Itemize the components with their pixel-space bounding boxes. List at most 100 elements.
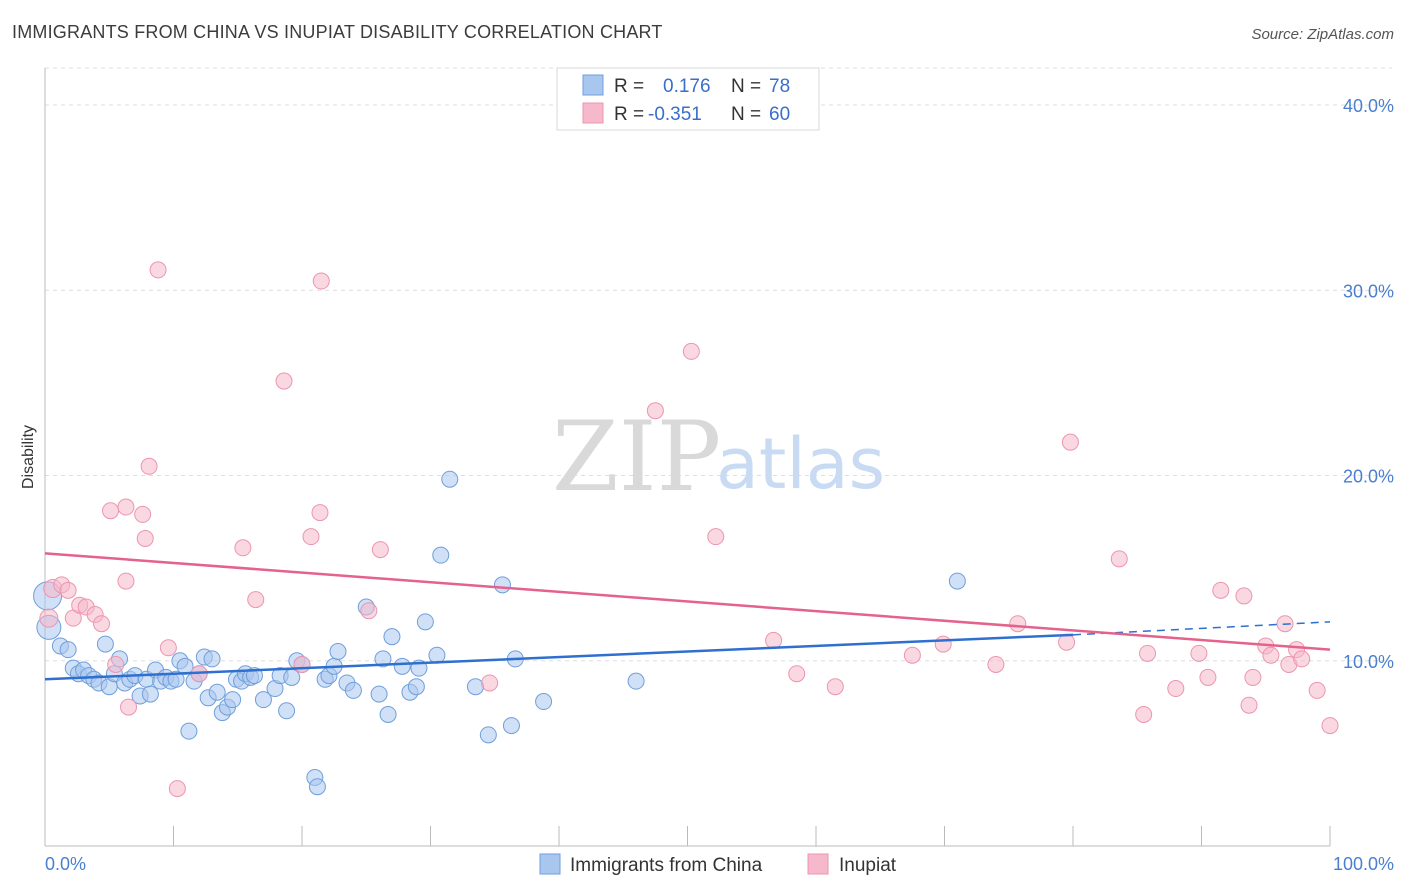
scatter-point: [383, 628, 401, 646]
scatter-point: [393, 657, 411, 675]
bottom-legend-swatch-blue: [539, 853, 561, 875]
scatter-point: [934, 635, 952, 653]
scatter-point: [203, 650, 221, 668]
scatter-point: [765, 631, 783, 649]
scatter-point: [254, 691, 272, 709]
scatter-point: [432, 546, 450, 564]
scatter-point: [107, 655, 125, 673]
scatter-point: [159, 639, 177, 657]
scatter-point: [1139, 644, 1157, 662]
bottom-legend-label-blue: Immigrants from China: [570, 855, 763, 876]
scatter-point: [371, 541, 389, 559]
scatter-point: [788, 665, 806, 683]
scatter-point: [682, 342, 700, 360]
scatter-point: [308, 778, 326, 796]
y-axis-label: Disability: [20, 425, 37, 489]
scatter-point: [948, 572, 966, 590]
scatter-point: [1235, 587, 1253, 605]
scatter-point: [826, 678, 844, 696]
scatter-point: [407, 678, 425, 696]
scatter-point: [428, 646, 446, 664]
scatter-point: [168, 780, 186, 798]
scatter-point: [344, 681, 362, 699]
scatter-point: [1321, 717, 1339, 735]
legend-n-value-blue: 78: [769, 76, 790, 97]
bottom-legend-label-pink: Inupiat: [839, 855, 897, 876]
scatter-point: [481, 674, 499, 692]
scatter-point: [379, 705, 397, 723]
scatter-point: [180, 722, 198, 740]
scatter-point: [96, 635, 114, 653]
legend-r-label-pink: R =: [614, 104, 644, 125]
scatter-point: [311, 504, 329, 522]
watermark-atlas: atlas: [716, 423, 885, 505]
scatter-point: [646, 402, 664, 420]
scatter-point: [1058, 633, 1076, 651]
scatter-point: [1061, 433, 1079, 451]
grid: [45, 67, 1392, 662]
scatter-point: [1308, 681, 1326, 699]
scatter-point: [535, 693, 553, 711]
x-tick-label-max: 100.0%: [1333, 854, 1394, 874]
legend-swatch-pink: [582, 102, 604, 124]
scatter-point: [302, 528, 320, 546]
scatter-point: [1009, 615, 1027, 633]
scatter-point: [224, 691, 242, 709]
scatter-point: [360, 602, 378, 620]
watermark-zip: ZIP: [552, 401, 721, 513]
scatter-point: [1167, 680, 1185, 698]
scatter-point: [247, 591, 265, 609]
scatter-point: [502, 717, 520, 735]
y-tick-label: 30.0%: [1343, 281, 1394, 301]
trend-lines: [44, 552, 1331, 681]
scatter-point: [370, 685, 388, 703]
scatter-point: [1212, 581, 1230, 599]
scatter-point: [312, 272, 330, 290]
scatter-point: [120, 698, 138, 716]
scatter-point: [136, 530, 154, 548]
scatter-point: [1190, 644, 1208, 662]
chart-source: Source: ZipAtlas.com: [1251, 26, 1394, 43]
bottom-legend: Immigrants from China Inupiat: [539, 853, 897, 876]
x-tick-label-min: 0.0%: [45, 854, 86, 874]
scatter-point: [1240, 696, 1258, 714]
scatter-point: [102, 502, 120, 520]
scatter-point: [1293, 650, 1311, 668]
scatter-point: [1110, 550, 1128, 568]
scatter-point: [234, 539, 252, 557]
scatter-point: [134, 505, 152, 523]
trend-line-inupiat: [44, 552, 1331, 651]
scatter-point: [39, 608, 59, 628]
scatter-point: [93, 615, 111, 633]
y-tick-label: 10.0%: [1343, 652, 1394, 672]
scatter-point: [1262, 646, 1280, 664]
trend-line-immigrants-from-china: [44, 633, 1074, 681]
scatter-point: [141, 685, 159, 703]
legend-r-value-blue: 0.176: [663, 76, 711, 97]
legend-swatch-blue: [582, 74, 604, 96]
series-immigrants-from-china-points: [33, 470, 966, 796]
scatter-point: [293, 655, 311, 673]
bottom-legend-swatch-pink: [807, 853, 829, 875]
legend-r-label-blue: R =: [614, 76, 644, 97]
chart-title: IMMIGRANTS FROM CHINA VS INUPIAT DISABIL…: [12, 22, 663, 42]
scatter-point: [1244, 668, 1262, 686]
scatter-point: [1135, 705, 1153, 723]
legend-n-label-pink: N =: [731, 104, 761, 125]
scatter-point: [149, 261, 167, 279]
scatter-point: [140, 457, 158, 475]
legend-n-value-pink: 60: [769, 104, 790, 125]
scatter-point: [627, 672, 645, 690]
x-tick-marks: [44, 826, 1331, 846]
scatter-point: [117, 572, 135, 590]
scatter-point: [329, 643, 347, 660]
scatter-point: [374, 650, 392, 668]
scatter-point: [117, 498, 135, 516]
scatter-point: [283, 668, 301, 686]
scatter-point: [275, 372, 293, 390]
scatter-point: [479, 726, 497, 744]
scatter-point: [167, 670, 185, 688]
legend-n-label-blue: N =: [731, 76, 761, 97]
scatter-point: [441, 470, 459, 488]
legend-box: R = 0.176 N = 78 R = -0.351 N = 60: [556, 67, 820, 131]
